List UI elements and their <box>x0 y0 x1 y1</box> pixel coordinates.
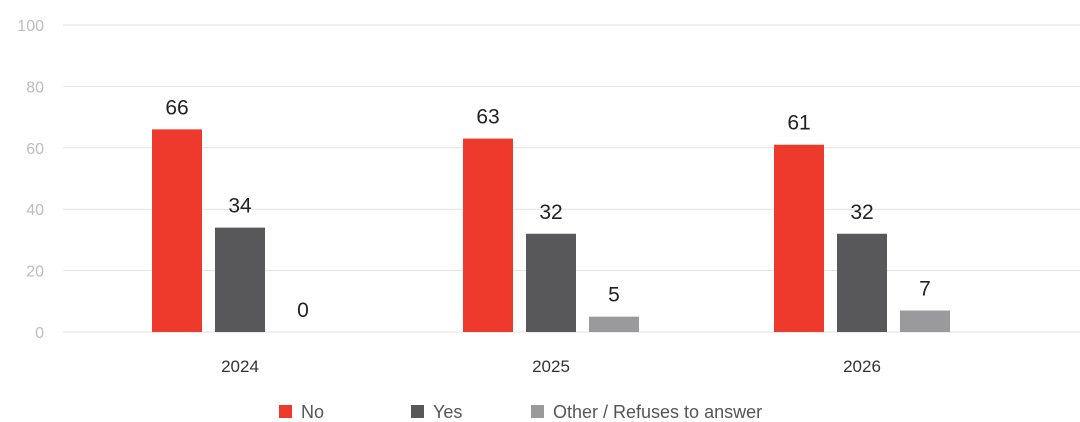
x-tick-label: 2024 <box>221 357 259 376</box>
x-tick-label: 2026 <box>843 357 881 376</box>
bars <box>152 129 950 332</box>
legend-swatch <box>279 405 292 418</box>
y-tick-label: 100 <box>17 18 44 35</box>
bar-yes-2024 <box>215 227 265 332</box>
y-tick-label: 40 <box>26 202 44 219</box>
data-label: 61 <box>787 112 810 135</box>
bar-other-refuses-to-answer-2025 <box>589 316 639 332</box>
y-tick-label: 0 <box>35 325 44 342</box>
bar-no-2026 <box>774 144 824 332</box>
legend-swatch <box>411 405 424 418</box>
bar-yes-2025 <box>526 233 576 332</box>
bar-no-2025 <box>463 138 513 332</box>
bar-yes-2026 <box>837 233 887 332</box>
legend-swatch <box>531 405 544 418</box>
x-axis-ticks: 2024 2025 2026 <box>221 357 881 376</box>
bar-other-refuses-to-answer-2026 <box>900 310 950 332</box>
data-labels: 66 34 0 63 32 5 61 32 7 <box>165 96 931 322</box>
y-axis-ticks: 0 20 40 60 80 100 <box>17 18 44 342</box>
data-label: 0 <box>297 299 309 322</box>
data-label: 32 <box>539 201 562 224</box>
y-tick-label: 80 <box>26 79 44 96</box>
data-label: 63 <box>476 106 499 129</box>
x-tick-label: 2025 <box>532 357 570 376</box>
data-label: 34 <box>228 195 252 218</box>
legend: No Yes Other / Refuses to answer <box>279 402 762 422</box>
data-label: 32 <box>850 201 873 224</box>
legend-label: Yes <box>433 402 462 422</box>
legend-label: No <box>301 402 324 422</box>
data-label: 7 <box>919 278 931 301</box>
data-label: 5 <box>608 284 620 307</box>
data-label: 66 <box>165 96 188 119</box>
y-tick-label: 60 <box>26 141 44 158</box>
legend-label: Other / Refuses to answer <box>553 402 762 422</box>
y-tick-label: 20 <box>26 264 44 281</box>
bar-no-2024 <box>152 129 202 332</box>
